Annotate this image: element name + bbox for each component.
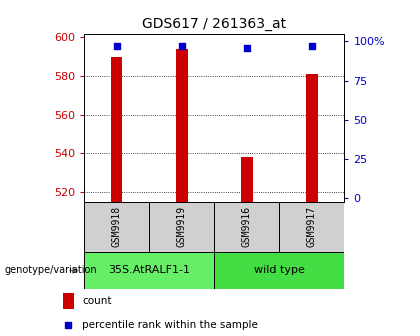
Bar xyxy=(84,252,214,289)
Text: GSM9917: GSM9917 xyxy=(307,206,317,247)
Text: genotype/variation: genotype/variation xyxy=(4,265,97,276)
Text: 35S.AtRALF1-1: 35S.AtRALF1-1 xyxy=(108,265,190,276)
Bar xyxy=(176,49,187,202)
Bar xyxy=(214,202,279,252)
Bar xyxy=(111,57,122,202)
Point xyxy=(244,45,250,50)
Bar xyxy=(241,157,252,202)
Text: GSM9916: GSM9916 xyxy=(242,206,252,247)
Text: count: count xyxy=(82,296,111,306)
Text: GSM9919: GSM9919 xyxy=(177,206,186,247)
Text: wild type: wild type xyxy=(254,265,305,276)
Point xyxy=(113,43,120,49)
Title: GDS617 / 261363_at: GDS617 / 261363_at xyxy=(142,17,286,31)
Bar xyxy=(214,252,344,289)
Bar xyxy=(306,74,318,202)
Point xyxy=(309,43,315,49)
Text: GSM9918: GSM9918 xyxy=(112,206,121,247)
Point xyxy=(178,43,185,49)
Bar xyxy=(149,202,214,252)
Text: percentile rank within the sample: percentile rank within the sample xyxy=(82,320,258,330)
Bar xyxy=(279,202,344,252)
Point xyxy=(65,322,72,328)
Bar xyxy=(84,202,149,252)
Bar xyxy=(63,293,74,308)
